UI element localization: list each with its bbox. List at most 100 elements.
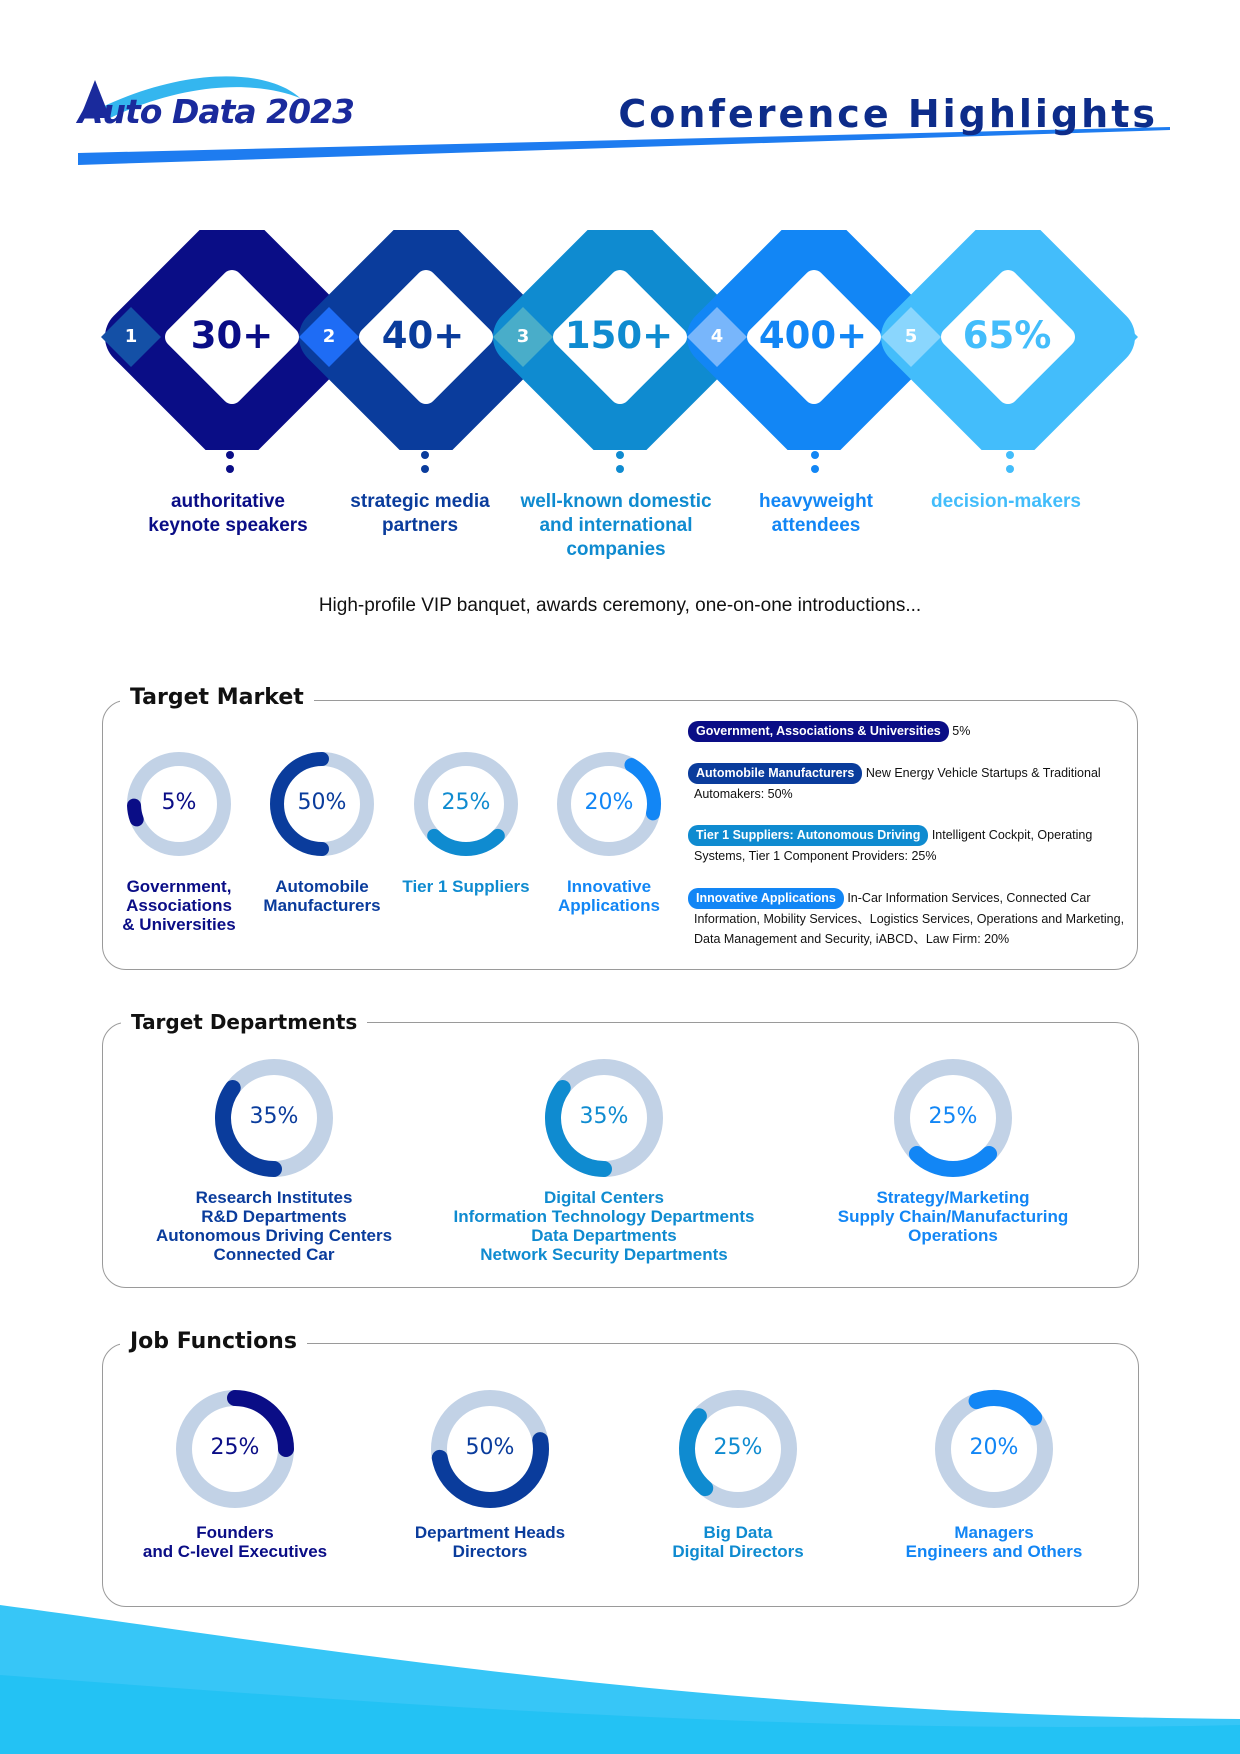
donut-arc xyxy=(968,1390,1043,1426)
donut-arc xyxy=(431,1432,549,1508)
donut-percent: 35% xyxy=(249,1104,299,1129)
footer-wave xyxy=(0,1605,1240,1754)
target-market-label-2: Automobile Manufacturers xyxy=(72,877,572,915)
index-diamond-3 xyxy=(493,307,553,367)
donut-label-line: Research Institutes xyxy=(195,1188,353,1207)
donut-percent: 25% xyxy=(713,1435,763,1460)
target-market-label-1: Government, Associations & Universities xyxy=(0,877,429,934)
donut-label-line: R&D Departments xyxy=(201,1207,347,1226)
index-diamond-2 xyxy=(299,307,359,367)
donut-label-line: Government, xyxy=(126,877,232,896)
donut-label-line: Engineers and Others xyxy=(905,1542,1083,1561)
separator-dot xyxy=(811,465,819,473)
highlight-label-1: authoritative keynote speakers xyxy=(148,491,308,536)
highlight-value-1: 30+ xyxy=(190,314,274,357)
donut-percent: 20% xyxy=(584,790,634,815)
index-diamond-5 xyxy=(881,307,941,367)
donut-arc xyxy=(227,1390,294,1457)
target-departments-label-1: Research Institutes R&D Departments Autono… xyxy=(24,1188,524,1264)
market-detail-4: Innovative Applications In-Car Informati… xyxy=(688,888,1134,949)
highlight-chain xyxy=(101,230,1138,450)
donut-label-line: Network Security Departments xyxy=(480,1245,728,1264)
target-market-donut-2: 50% xyxy=(263,745,381,863)
job-functions-label-3: Big Data Digital Directors xyxy=(488,1523,988,1561)
highlight-index-3: 3 xyxy=(516,326,530,347)
target-departments-label-3: Strategy/Marketing Supply Chain/Manufactu… xyxy=(703,1188,1203,1245)
donut-label-line: Supply Chain/Manufacturing xyxy=(837,1207,1069,1226)
highlight-value-4: 400+ xyxy=(758,314,868,357)
target-departments-donut-2: 35% xyxy=(537,1051,671,1185)
header-decoration xyxy=(78,76,1170,165)
donut-label-line: Operations xyxy=(908,1226,998,1245)
job-functions-label-1: Founders and C-level Executives xyxy=(0,1523,485,1561)
market-detail-tag: Innovative Applications xyxy=(688,888,844,909)
tagline: High-profile VIP banquet, awards ceremon… xyxy=(318,595,922,616)
donut-label-line: Innovative xyxy=(566,877,652,896)
donut-label-line: Autonomous Driving Centers xyxy=(155,1226,393,1245)
separator-dot xyxy=(421,465,429,473)
market-detail-tag: Tier 1 Suppliers: Autonomous Driving xyxy=(688,825,929,846)
donut-label-line: Founders xyxy=(196,1523,274,1542)
highlight-label-2: strategic media partners xyxy=(350,491,490,536)
highlight-label-5: decision-makers xyxy=(931,491,1081,512)
target-market-label-3: Tier 1 Suppliers xyxy=(216,877,716,896)
separator-dot xyxy=(226,451,234,459)
donut-label-line: Applications xyxy=(557,896,660,915)
donut-label-line: Connected Car xyxy=(213,1245,335,1264)
highlight-shape-2 xyxy=(299,230,553,450)
donut-label-line: Associations xyxy=(126,896,232,915)
separator-dot xyxy=(1006,451,1014,459)
market-detail-text: 5% xyxy=(952,724,971,738)
highlight-value-2: 40+ xyxy=(381,314,465,357)
donut-arc xyxy=(127,798,144,827)
donut-arc xyxy=(908,1146,998,1177)
donut-label-line: Data Departments xyxy=(531,1226,677,1245)
market-detail-2: Automobile Manufacturers New Energy Vehi… xyxy=(688,763,1134,804)
donut-label-line: Directors xyxy=(452,1542,528,1561)
market-detail-3: Tier 1 Suppliers: Autonomous Driving Int… xyxy=(688,825,1134,866)
job-functions-donut-2: 50% xyxy=(423,1382,557,1516)
donut-arc xyxy=(624,758,661,821)
highlight-index-1: 1 xyxy=(124,326,138,347)
job-functions-donut-3: 25% xyxy=(671,1382,805,1516)
highlight-shape-4 xyxy=(687,230,941,450)
target-departments-donut-3: 25% xyxy=(886,1051,1020,1185)
job-functions-donut-1: 25% xyxy=(168,1382,302,1516)
donut-arc xyxy=(679,1408,714,1497)
target-market-donut-3: 25% xyxy=(407,745,525,863)
donut-label-line: Manufacturers xyxy=(263,896,381,915)
donut-arc xyxy=(215,1080,282,1177)
highlight-label-4: heavyweight attendees xyxy=(758,491,874,536)
highlight-value-3: 150+ xyxy=(564,314,674,357)
job-functions-box xyxy=(102,1343,1139,1607)
logo-peak xyxy=(80,80,110,118)
header-underline xyxy=(78,127,1170,165)
market-detail-text: New Energy Vehicle Startups & Traditiona… xyxy=(694,766,1101,801)
target-market-box xyxy=(102,700,1138,970)
highlight-shape-5 xyxy=(881,230,1138,450)
job-functions-label-4: Managers Engineers and Others xyxy=(744,1523,1240,1561)
target-market-title: Target Market xyxy=(120,685,314,710)
donut-arc xyxy=(270,752,329,856)
donut-arc xyxy=(545,1080,612,1177)
separator-dot xyxy=(616,465,624,473)
separator-dot xyxy=(226,465,234,473)
index-diamond-4 xyxy=(687,307,747,367)
target-market-label-4: Innovative Applications xyxy=(359,877,859,915)
donut-label-line: Strategy/Marketing xyxy=(876,1188,1030,1207)
donut-percent: 50% xyxy=(297,790,347,815)
donut-percent: 25% xyxy=(928,1104,978,1129)
page-title: Conference Highlights xyxy=(618,92,1158,136)
highlight-shape-3 xyxy=(493,230,747,450)
highlight-index-2: 2 xyxy=(322,326,336,347)
donut-label-line: Big Data xyxy=(703,1523,773,1542)
donut-label-line: Automobile xyxy=(275,877,369,896)
donut-percent: 50% xyxy=(465,1435,515,1460)
donut-label-line: Department Heads xyxy=(414,1523,566,1542)
donut-percent: 25% xyxy=(441,790,491,815)
donut-percent: 35% xyxy=(579,1104,629,1129)
job-functions-donut-4: 20% xyxy=(927,1382,1061,1516)
target-departments-box xyxy=(102,1022,1139,1288)
separator-dot xyxy=(421,451,429,459)
donut-label-line: Digital Directors xyxy=(672,1542,804,1561)
